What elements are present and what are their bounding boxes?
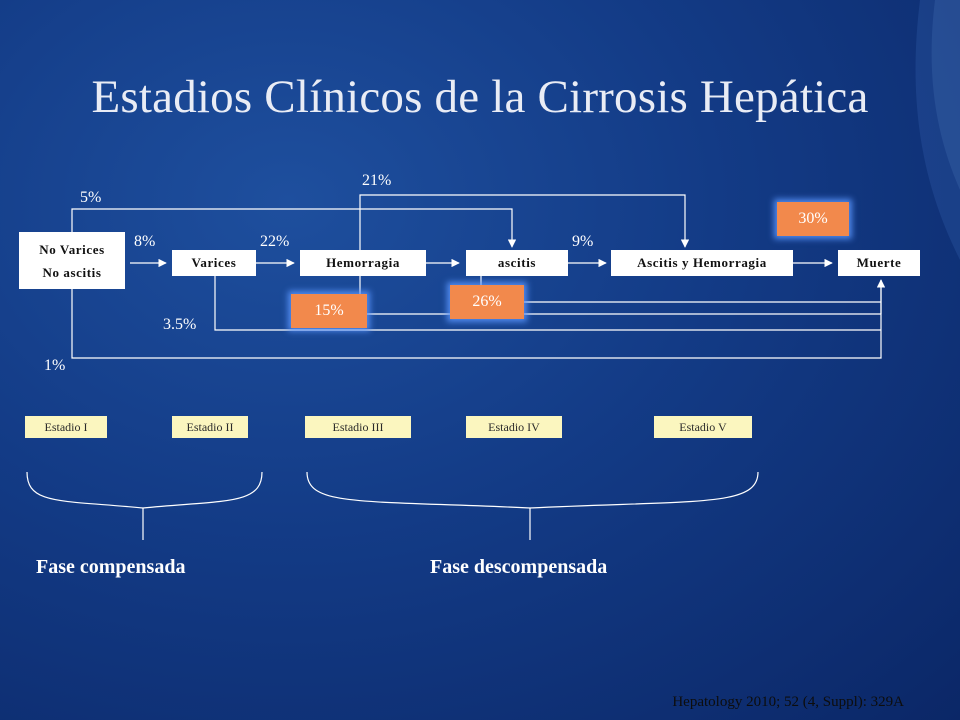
mortality-box-hemorragia: 15%: [291, 294, 367, 328]
stage-4: Estadio IV: [466, 416, 562, 438]
reference-citation: Hepatology 2010; 52 (4, Suppl): 329A: [672, 694, 904, 710]
node-no-varices-line1: No Varices: [39, 241, 105, 257]
pct-1: 1%: [44, 357, 66, 374]
pct-22: 22%: [260, 233, 290, 250]
phase-descompensada: Fase descompensada: [430, 556, 608, 578]
pct-5: 5%: [80, 189, 102, 206]
stage-3: Estadio III: [305, 416, 411, 438]
node-muerte: Muerte: [838, 250, 920, 276]
slide-title: Estadios Clínicos de la Cirrosis Hepátic…: [91, 71, 869, 123]
node-varices: Varices: [172, 250, 256, 276]
mortality-box-ascitis: 26%: [450, 285, 524, 319]
node-ascitis-hemorragia: Ascitis y Hemorragia: [611, 250, 793, 276]
stage-2: Estadio II: [172, 416, 248, 438]
pct-21: 21%: [362, 172, 392, 189]
stage-1: Estadio I: [25, 416, 107, 438]
node-hemorragia: Hemorragia: [300, 250, 426, 276]
node-ascitis: ascitis: [466, 250, 568, 276]
pct-3-5: 3.5%: [163, 316, 197, 333]
phase-compensada: Fase compensada: [36, 556, 186, 578]
mortality-box-ascitis-hemorragia: 30%: [777, 202, 849, 236]
stage-5: Estadio V: [654, 416, 752, 438]
node-no-varices-line2: No ascitis: [42, 264, 102, 280]
pct-9: 9%: [572, 233, 594, 250]
pct-8: 8%: [134, 233, 156, 250]
node-no-varices: No Varices No ascitis: [19, 232, 125, 289]
